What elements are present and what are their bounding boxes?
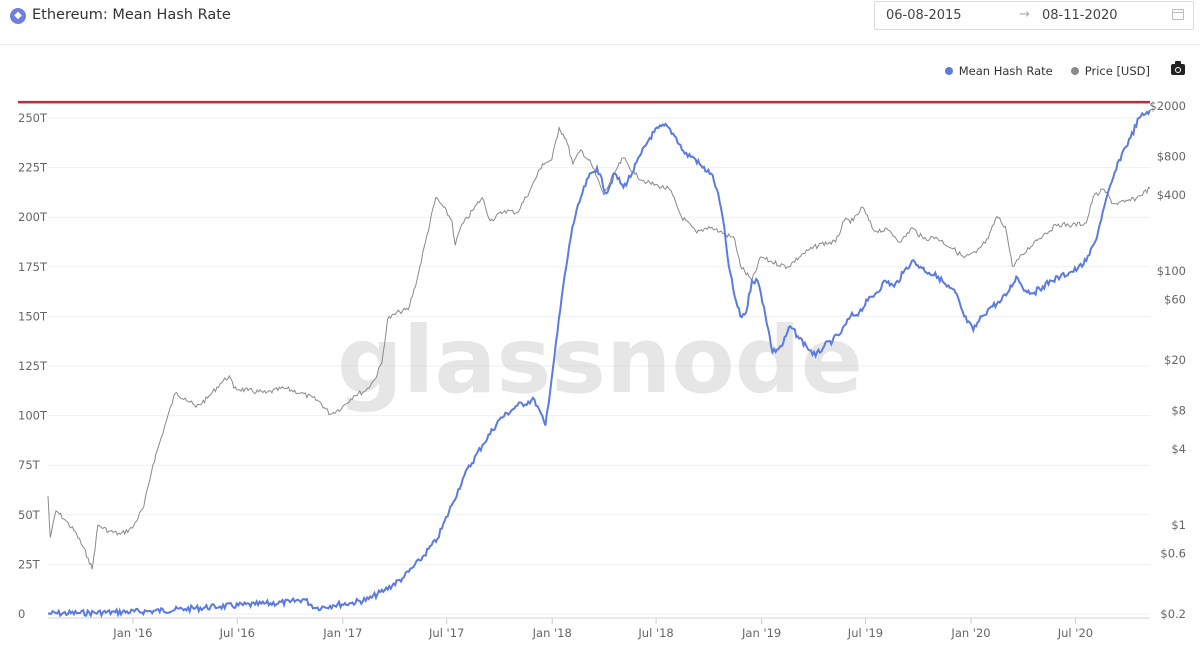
x-tick-label: Jan '20 [950, 626, 990, 640]
right-tick-label: $20 [1164, 353, 1186, 367]
date-start-input[interactable]: 06-08-2015 [886, 8, 962, 23]
legend-item-price[interactable]: Price [USD] [1070, 64, 1150, 78]
chart-header: ◆ Ethereum: Mean Hash Rate 06-08-2015 → … [0, 0, 1200, 45]
x-tick-label: Jan '17 [322, 626, 362, 640]
x-tick-label: Jan '16 [112, 626, 152, 640]
x-tick-label: Jan '18 [532, 626, 572, 640]
hash-rate-series-line [47, 109, 1151, 619]
ethereum-icon: ◆ [10, 8, 26, 24]
right-tick-label: $0.6 [1160, 546, 1186, 560]
left-tick-label: 175T [18, 260, 48, 274]
date-end-input[interactable]: 08-11-2020 [1042, 8, 1118, 23]
left-tick-label: 100T [18, 409, 48, 423]
right-tick-label: $4 [1171, 442, 1186, 456]
legend-item-hash-rate[interactable]: Mean Hash Rate [944, 64, 1053, 78]
left-tick-label: 150T [18, 309, 48, 323]
x-tick-label: Jul '17 [428, 626, 464, 640]
right-tick-label: $1 [1171, 518, 1186, 532]
right-tick-label: $100 [1157, 264, 1186, 278]
date-range-picker[interactable]: 06-08-2015 → 08-11-2020 [874, 1, 1194, 30]
x-tick-label: Jul '19 [847, 626, 883, 640]
watermark: glassnode [337, 307, 863, 414]
left-tick-label: 75T [18, 458, 41, 472]
legend-dot-price [1070, 67, 1079, 75]
calendar-icon[interactable] [1172, 9, 1184, 20]
legend-dot-hash-rate [944, 67, 953, 75]
right-axis: $0.2 $0.6 $1 $4 $8 $20 $60 $100 $400 $800 $2000 [1149, 99, 1186, 621]
right-tick-label: $60 [1164, 292, 1186, 306]
left-tick-label: 250T [18, 111, 48, 125]
left-axis: 0 25T 50T 75T 100T 125T 150T 175T 200T 225T 250T [18, 111, 48, 621]
right-tick-label: $800 [1157, 150, 1186, 164]
price-series-line [47, 125, 1151, 570]
legend-label-price: Price [USD] [1084, 64, 1150, 78]
left-tick-label: 125T [18, 359, 48, 373]
x-tick-label: Jan '19 [741, 626, 781, 640]
x-tick-label: Jul '18 [637, 626, 673, 640]
x-axis: Jan '16 Jul '16 Jan '17 Jul '17 Jan '18 Jul '… [48, 617, 1150, 640]
right-tick-label: $8 [1171, 404, 1186, 418]
right-tick-label: $2000 [1149, 99, 1186, 113]
x-tick-label: Jul '16 [219, 626, 255, 640]
left-tick-label: 0 [18, 607, 25, 621]
right-tick-label: $0.2 [1160, 607, 1186, 621]
left-tick-label: 225T [18, 161, 48, 175]
chart-title: Ethereum: Mean Hash Rate [32, 7, 231, 23]
left-tick-label: 50T [18, 508, 41, 522]
camera-icon[interactable] [1171, 61, 1185, 75]
chart-legend: Mean Hash Rate Price [USD] [944, 64, 1150, 78]
right-tick-label: $400 [1157, 188, 1186, 202]
chart-grid [48, 117, 1150, 615]
left-tick-label: 200T [18, 210, 48, 224]
left-tick-label: 25T [18, 557, 41, 571]
legend-label-hash-rate: Mean Hash Rate [958, 64, 1053, 78]
arrow-right-icon: → [1019, 7, 1030, 22]
x-tick-label: Jul '20 [1057, 626, 1093, 640]
